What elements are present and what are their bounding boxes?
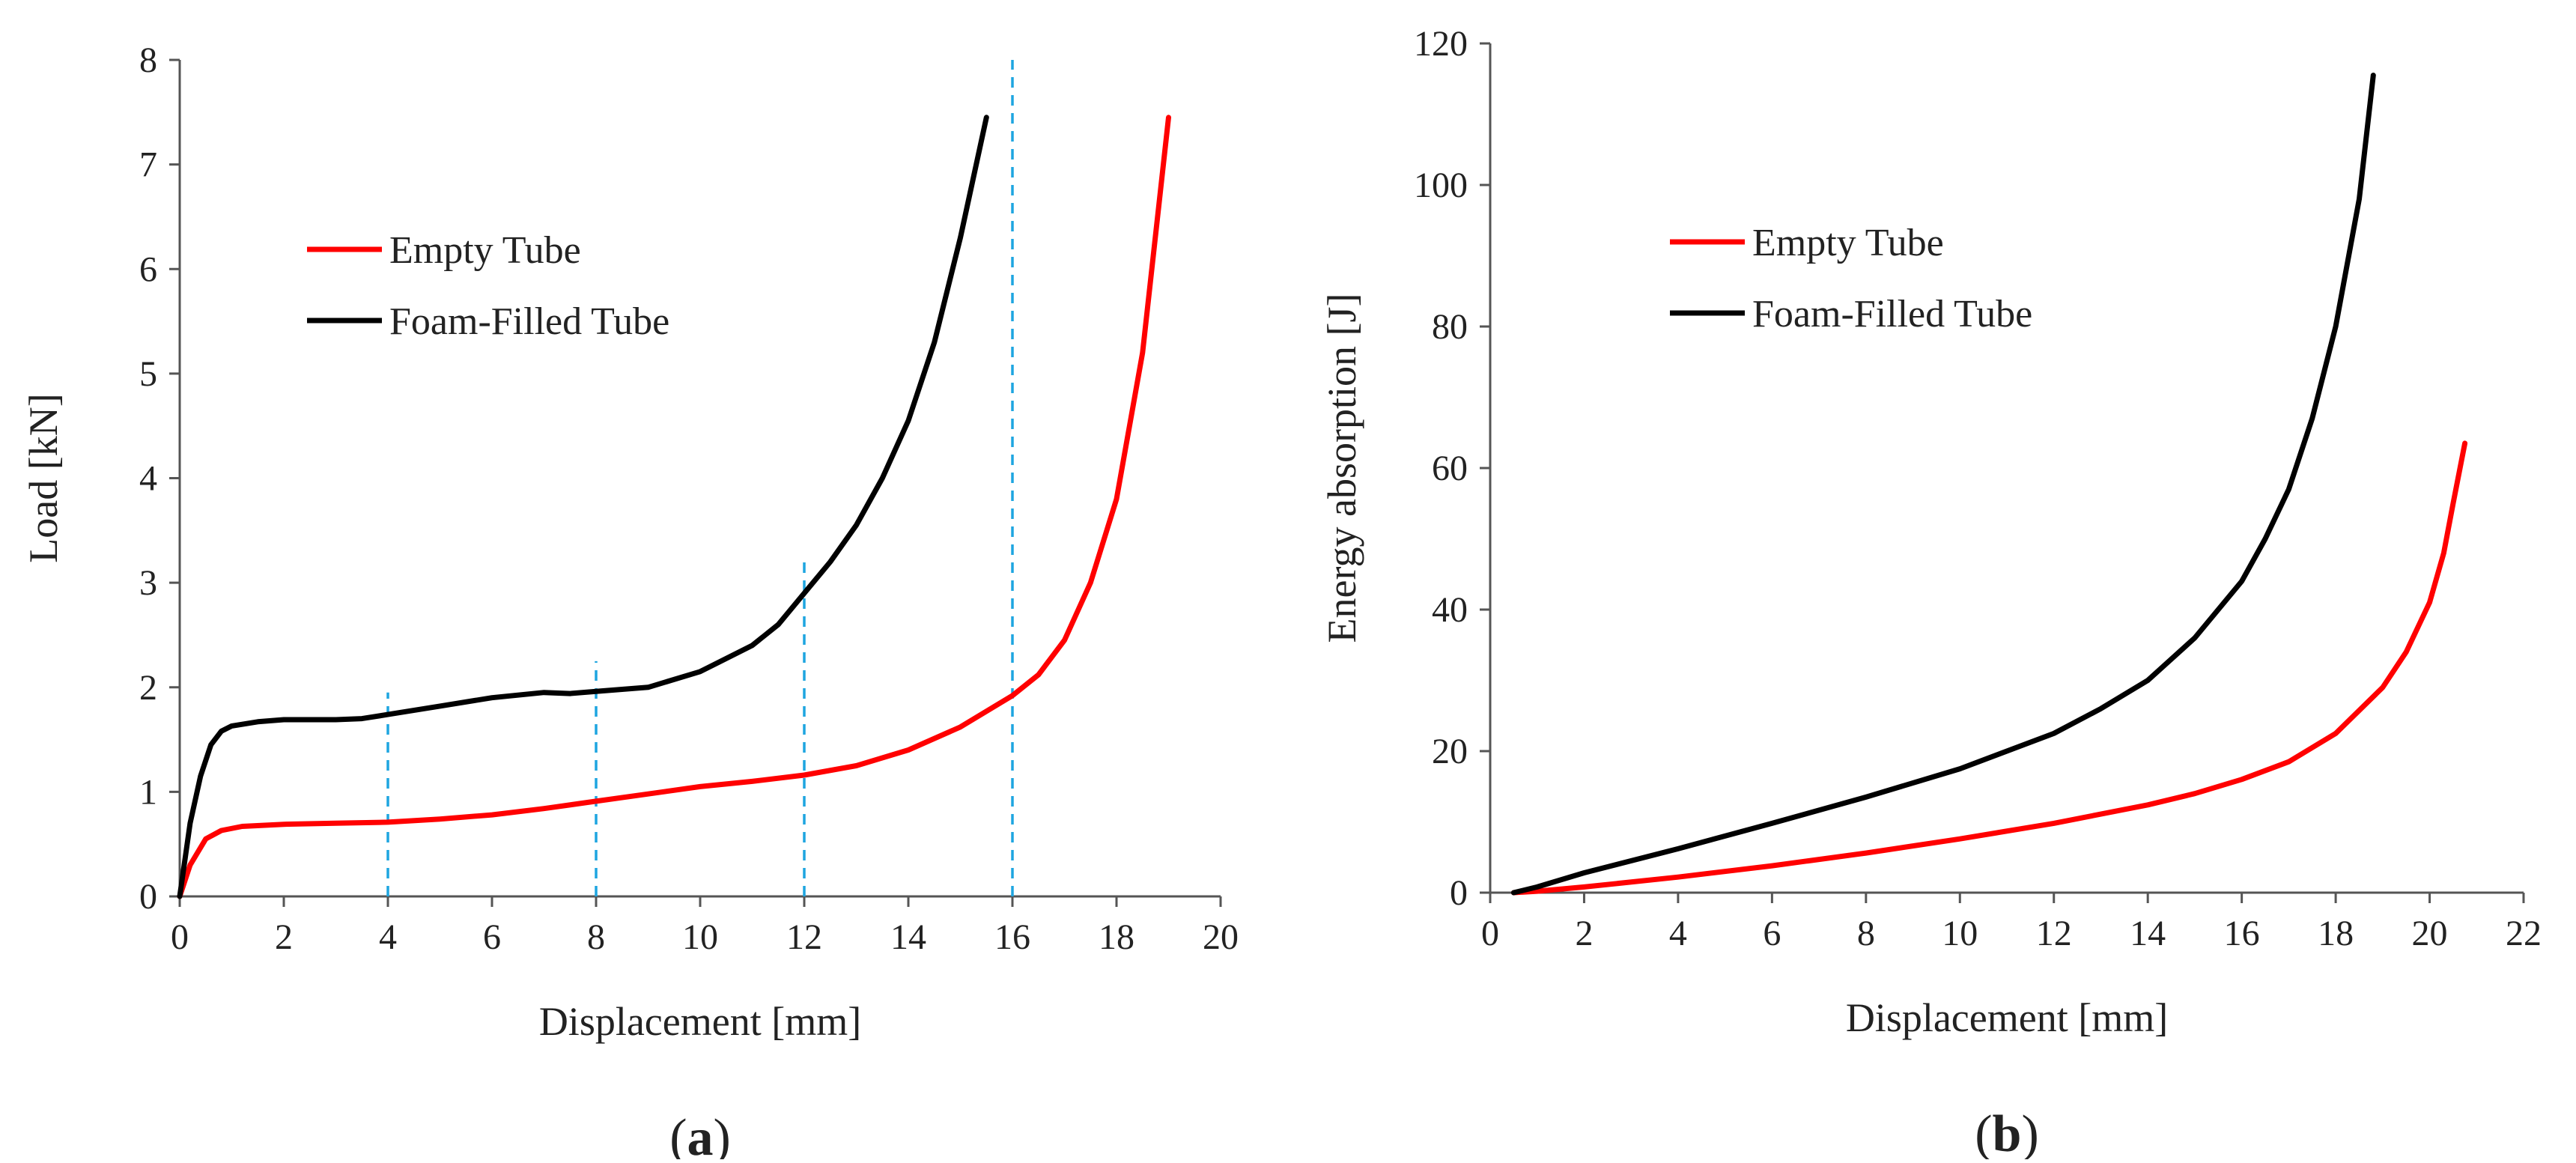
x-axis-label: Displacement [mm]	[1846, 995, 2168, 1040]
y-tick-label: 80	[1432, 307, 1468, 347]
x-tick-label: 10	[682, 917, 718, 957]
x-tick-label: 10	[1942, 914, 1978, 953]
chart-panel-b: Energy absorption [J] Displacement [mm] …	[1288, 0, 2576, 1163]
x-tick-label: 2	[275, 917, 293, 957]
x-tick-label: 4	[1669, 914, 1687, 953]
x-axis-label: Displacement [mm]	[539, 999, 861, 1044]
x-tick-label: 14	[2130, 914, 2166, 953]
panel-caption-a: (a)	[669, 1109, 731, 1159]
x-tick-label: 18	[1099, 917, 1134, 957]
y-tick-label: 2	[139, 668, 157, 708]
legend-label: Foam-Filled Tube	[1752, 293, 2032, 335]
y-tick-label: 5	[139, 354, 157, 394]
load-displacement-chart: Load [kN] Displacement [mm] (a) 0 2 4 6 8 10 1…	[21, 40, 1239, 1163]
y-tick-label: 0	[139, 877, 157, 917]
y-tick-label: 1	[139, 772, 157, 812]
x-tick-label: 0	[171, 917, 189, 957]
legend-label: Empty Tube	[389, 229, 581, 272]
y-tick-label: 8	[139, 40, 157, 80]
x-tick-label: 6	[483, 917, 501, 957]
legend-label: Empty Tube	[1752, 222, 1944, 264]
y-tick-label: 6	[139, 249, 157, 289]
series-line-empty-tube	[1510, 440, 2468, 896]
legend-label: Foam-Filled Tube	[389, 300, 669, 343]
energy-displacement-chart: Energy absorption [J] Displacement [mm] …	[1319, 24, 2542, 1163]
x-tick-label: 20	[1203, 917, 1239, 957]
x-tick-label: 20	[2412, 914, 2448, 953]
y-tick-label: 0	[1450, 873, 1468, 913]
y-tick-label: 4	[139, 459, 157, 499]
x-tick-label: 12	[2036, 914, 2072, 953]
series-line-empty-tube	[177, 115, 1171, 899]
x-tick-label: 16	[994, 917, 1030, 957]
x-tick-label: 6	[1763, 914, 1781, 953]
series-line-foam-filled-tube	[1510, 73, 2376, 896]
y-tick-label: 7	[139, 145, 157, 185]
y-tick-label: 40	[1432, 590, 1468, 630]
x-tick-label: 16	[2224, 914, 2260, 953]
y-axis-label: Energy absorption [J]	[1319, 294, 1364, 643]
x-tick-label: 4	[379, 917, 397, 957]
x-tick-label: 8	[587, 917, 605, 957]
x-tick-label: 8	[1857, 914, 1875, 953]
y-tick-label: 3	[139, 563, 157, 603]
x-tick-label: 12	[786, 917, 822, 957]
x-tick-label: 22	[2506, 914, 2542, 953]
panel-caption-b: (b)	[1975, 1105, 2039, 1159]
x-tick-label: 0	[1481, 914, 1499, 953]
y-tick-label: 60	[1432, 449, 1468, 488]
y-tick-label: 20	[1432, 732, 1468, 771]
series-line-foam-filled-tube	[177, 115, 989, 899]
x-tick-label: 18	[2318, 914, 2354, 953]
y-tick-label: 120	[1414, 24, 1468, 64]
x-tick-label: 2	[1575, 914, 1593, 953]
y-axis-label: Load [kN]	[21, 393, 66, 562]
x-tick-label: 14	[890, 917, 926, 957]
y-tick-label: 100	[1414, 166, 1468, 205]
chart-panel-a: Load [kN] Displacement [mm] (a) 0 2 4 6 8 10 1…	[0, 0, 1288, 1163]
